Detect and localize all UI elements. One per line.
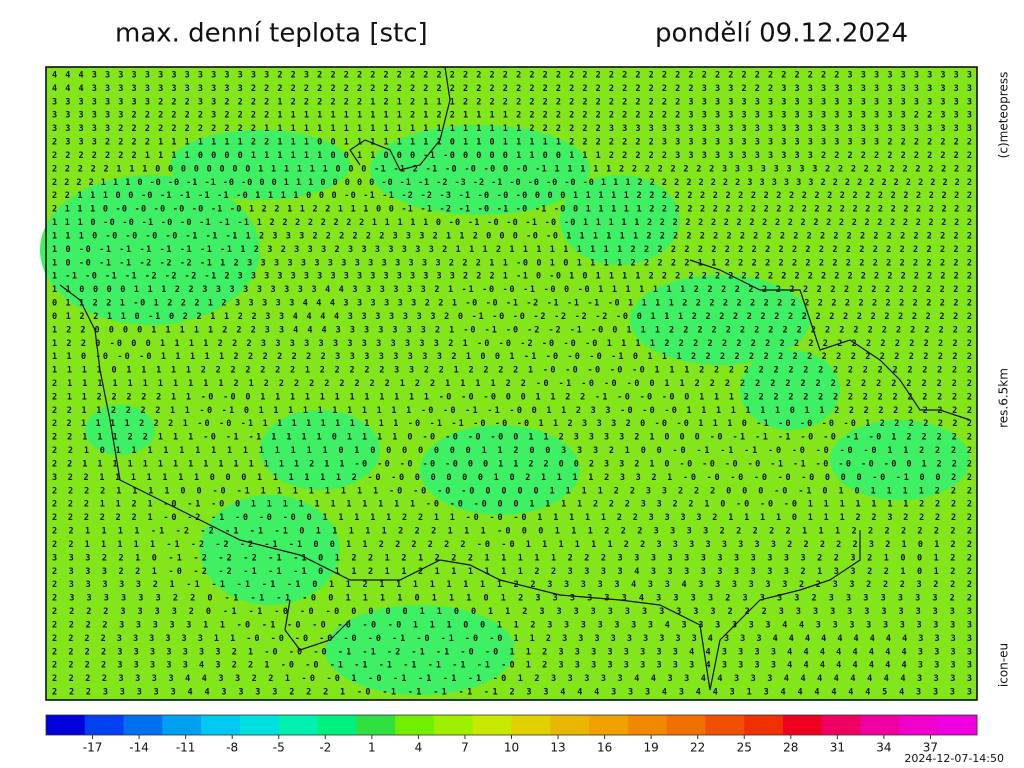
colorbar-tick-label: 1	[368, 741, 376, 755]
colorbar-tick-label: 34	[876, 741, 891, 755]
grid-row: 2 2 1 1 2 2 2 2 1 1 -0 -1 0 1 1 1 1 1 1 …	[52, 406, 972, 416]
colorbar-cell	[899, 715, 939, 735]
grid-row: 2 2 1 1 1 0 0 -0 -1 -1 -1 -1 -0 1 1 1 1 …	[52, 191, 972, 201]
grid-row: 2 2 2 3 3 3 3 3 4 4 3 3 3 3 2 2 2 1 -0 -…	[52, 688, 972, 698]
colorbar-tick-label: 31	[830, 741, 845, 755]
grid-row: 4 4 4 3 3 3 3 3 3 3 3 3 3 3 3 2 2 2 2 2 …	[52, 84, 972, 94]
map-frame	[45, 66, 978, 701]
colorbar-cell	[395, 715, 435, 735]
grid-row: 3 3 3 2 2 1 0 -1 -2 -2 -2 -1 -1 0 1 2 2 …	[52, 553, 972, 563]
map: 4 4 4 3 3 3 3 3 3 3 3 3 3 3 3 3 3 2 2 3 …	[40, 66, 978, 701]
colorbar-cell	[705, 715, 745, 735]
colorbar: -17 -14 -11 -8 -5 -2 1 4 7 10 13 16 19 22 25 28 31 34 37	[45, 714, 978, 755]
cold-areas	[40, 125, 970, 695]
grid-row: 1 1 0 0 0 0 1 1 1 2 2 3 3 3 3 3 3 3 3 3 …	[52, 285, 972, 295]
grid-row: 0 1 1 2 2 1 -0 1 2 2 2 1 2 3 3 3 3 3 4 4…	[52, 299, 972, 309]
grid-row: 1 -1 -0 -1 -1 -2 -2 -2 -1 2 3 3 3 3 3 3 …	[52, 272, 972, 282]
colorbar-cell	[938, 715, 978, 735]
grid-row: 1 1 1 0 -0 -0 -1 -0 -0 -1 -1 -1 1 2 2 2 …	[52, 218, 972, 228]
grid-row: 2 2 2 2 1 1 1 0 -0 -0 -1 -1 -0 -0 0 0 1 …	[52, 178, 972, 188]
colorbar-cell	[550, 715, 590, 735]
colorbar-cell	[744, 715, 784, 735]
colorbar-tick-label: 10	[504, 741, 519, 755]
colorbar-cell	[627, 715, 668, 735]
colorbar-cell	[821, 715, 862, 735]
timestamp: 2024-12-07-14:50	[904, 752, 1004, 765]
colorbar-cell	[356, 715, 396, 735]
grid-row: 0 1 2 2 1 1 0 -1 0 2 2 1 1 2 2 3 3 4 4 4…	[52, 312, 972, 322]
resolution: res.6.5km	[997, 368, 1011, 428]
grid-row: 2 2 1 1 1 1 2 2 2 1 -0 -0 -1 1 1 1 1 1 1…	[52, 419, 972, 429]
colorbar-tick-label: 37	[923, 741, 938, 755]
colorbar-tick-label: -5	[273, 741, 285, 755]
colorbar-cell	[860, 715, 900, 735]
grid-row: 4 4 4 3 3 3 3 3 3 3 3 3 3 3 3 3 3 2 2 3 …	[52, 71, 972, 81]
colorbar-tick-label: -14	[129, 741, 149, 755]
grid-row: 3 3 3 3 3 3 2 2 2 2 2 2 3 2 2 2 2 1 1 1 …	[52, 111, 972, 121]
colorbar-cell	[239, 715, 280, 735]
colorbar-tick-label: 19	[644, 741, 659, 755]
colorbar-tick-label: 22	[690, 741, 705, 755]
model: icon-eu	[997, 643, 1011, 687]
grid-row: 1 0 -0 -1 -1 -2 -2 -2 -1 1 2 3 3 3 3 3 3…	[52, 258, 972, 268]
grid-row: 3 3 3 3 3 3 3 3 2 2 2 3 3 2 2 2 2 1 2 2 …	[52, 97, 972, 107]
colorbar-tick-label: 13	[550, 741, 565, 755]
colorbar-cell	[84, 715, 125, 735]
colorbar-tick-label: 28	[783, 741, 798, 755]
colorbar-cell	[46, 715, 86, 735]
grid-row: 1 2 2 0 0 0 0 1 1 1 1 1 2 2 2 3 3 4 4 4 …	[52, 325, 972, 335]
grid-row: 3 2 2 1 1 1 1 1 1 1 0 0 0 1 1 1 1 1 1 2 …	[52, 473, 972, 483]
grid-row: 2 2 2 2 3 3 3 3 3 3 3 2 1 -0 -0 -0 -1 -1…	[52, 647, 972, 657]
colorbar-cell	[201, 715, 241, 735]
colorbar-cell	[317, 715, 357, 735]
colorbar-tick-label: 7	[461, 741, 469, 755]
colorbar-tick-label: -2	[319, 741, 331, 755]
grid-row: 2 1 1 1 0 -0 -0 -0 -0 -0 -1 -0 1 2 2 1 1…	[52, 205, 972, 215]
grid-row: 2 2 2 2 3 3 3 3 4 4 3 3 2 2 1 -0 -0 1 -0…	[52, 674, 972, 684]
borders	[59, 66, 971, 691]
grid-row: 2 2 2 2 3 3 3 3 3 4 3 2 2 1 -0 -0 -1 -1 …	[52, 661, 972, 671]
grid-row: 2 3 3 3 3 3 3 2 2 0 -1 -1 -1 -0 0 1 1 1 …	[52, 594, 972, 604]
colorbar-tick-label: 4	[415, 741, 423, 755]
grid-row: 2 2 1 1 1 1 1 -1 -2 -2 -2 -1 -1 0 0 1 1 …	[52, 540, 972, 550]
copyright: (c)meteopress	[997, 72, 1011, 159]
colorbar-cell	[278, 715, 319, 735]
colorbar-tick-label: 16	[597, 741, 612, 755]
colorbar-cell	[433, 715, 474, 735]
grid-row: 2 3 3 3 2 2 2 2 1 1 1 1 1 1 1 2 2 1 1 1 …	[52, 138, 972, 148]
colorbar-cell	[123, 715, 163, 735]
grid-row: 2 2 2 2 1 1 1 1 0 0 -0 -1 1 1 1 1 1 1 1 …	[52, 486, 972, 496]
colorbar-cell	[666, 715, 706, 735]
colorbar-cell	[511, 715, 551, 735]
grid-row: 2 3 3 3 2 2 1 -0 -2 -2 -1 -1 -1 0 1 1 2 …	[52, 567, 972, 577]
date: pondělí 09.12.2024	[655, 19, 908, 49]
grid-row: 2 2 2 2 2 1 1 1 0 0 0 0 0 0 0 0 1 1 1 1 …	[52, 164, 972, 174]
grid-row: 2 2 2 2 2 2 2 1 1 1 1 0 0 0 0 1 1 1 1 1 …	[52, 151, 972, 161]
grid-row: 1 1 1 0 -0 -0 -0 -0 -1 -1 -1 1 2 3 3 3 2…	[52, 231, 972, 241]
colorbar-cell	[783, 715, 823, 735]
colorbar-cell	[472, 715, 512, 735]
colorbar-tick-label: -17	[83, 741, 103, 755]
grid-row: 3 3 3 3 3 2 2 2 2 2 2 2 2 2 2 2 1 1 1 1 …	[52, 124, 972, 134]
grid-row: 1 0 -0 -1 -1 -1 -1 -1 -1 -1 1 2 3 2 3 3 …	[52, 245, 972, 255]
grid-row: 1 1 0 -0 -0 -0 1 1 1 1 1 2 2 2 2 2 2 2 3…	[52, 352, 972, 362]
title: max. denní teplota [stc]	[115, 19, 428, 49]
colorbar-tick-label: -8	[226, 741, 238, 755]
colorbar-tick-label: -11	[176, 741, 196, 755]
colorbar-cell	[589, 715, 629, 735]
colorbar-tick-label: 25	[737, 741, 752, 755]
colorbar-cell	[162, 715, 202, 735]
